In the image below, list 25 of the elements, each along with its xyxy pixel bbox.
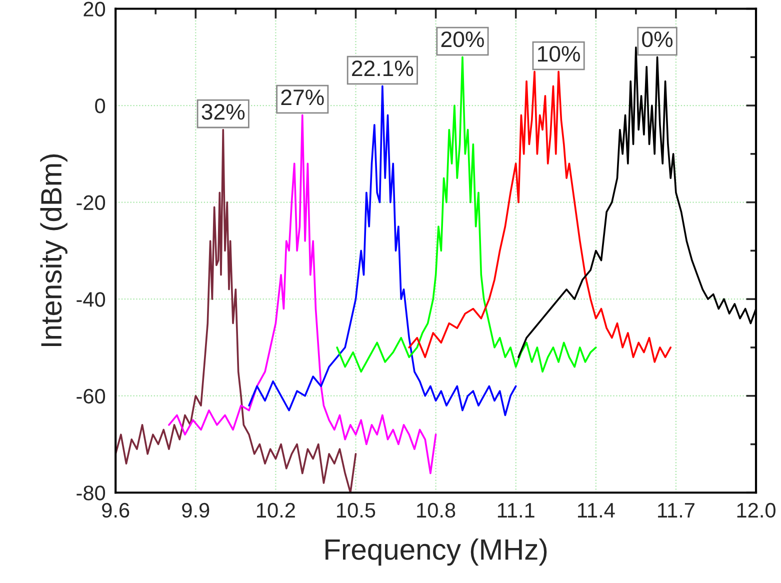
y-axis-title: Intensity (dBm)	[40, 154, 68, 346]
y-tick-label: 20	[84, 2, 106, 16]
x-tick-label: 10.2	[257, 502, 295, 518]
x-tick-label: 11.4	[578, 503, 615, 518]
annotation: 20%	[441, 31, 484, 48]
x-tick-label: 9.6	[102, 502, 130, 518]
annotation: 0%	[642, 31, 673, 48]
line-series	[116, 128, 357, 493]
y-tick-label: 0	[95, 98, 106, 114]
y-tick-label: -40	[76, 292, 106, 307]
annotation: 10%	[538, 46, 580, 62]
x-tick-label: 10.5	[337, 502, 376, 518]
y-tick-label: -60	[76, 388, 106, 404]
annotation: 22.1%	[352, 60, 414, 76]
x-tick-label: 10.8	[417, 502, 456, 518]
annotation: 27%	[281, 90, 324, 106]
x-tick-label: 12.0	[737, 502, 776, 518]
y-tick-label: -20	[76, 195, 106, 210]
annotation: 32%	[202, 104, 245, 120]
x-tick-label: 11.7	[658, 503, 694, 518]
x-tick-label: 9.9	[182, 502, 210, 518]
x-tick-label: 11.1	[498, 503, 534, 518]
y-tick-label: -80	[76, 486, 106, 500]
line-series	[248, 85, 517, 416]
x-axis-title: Frequency (MHz)	[326, 538, 547, 566]
